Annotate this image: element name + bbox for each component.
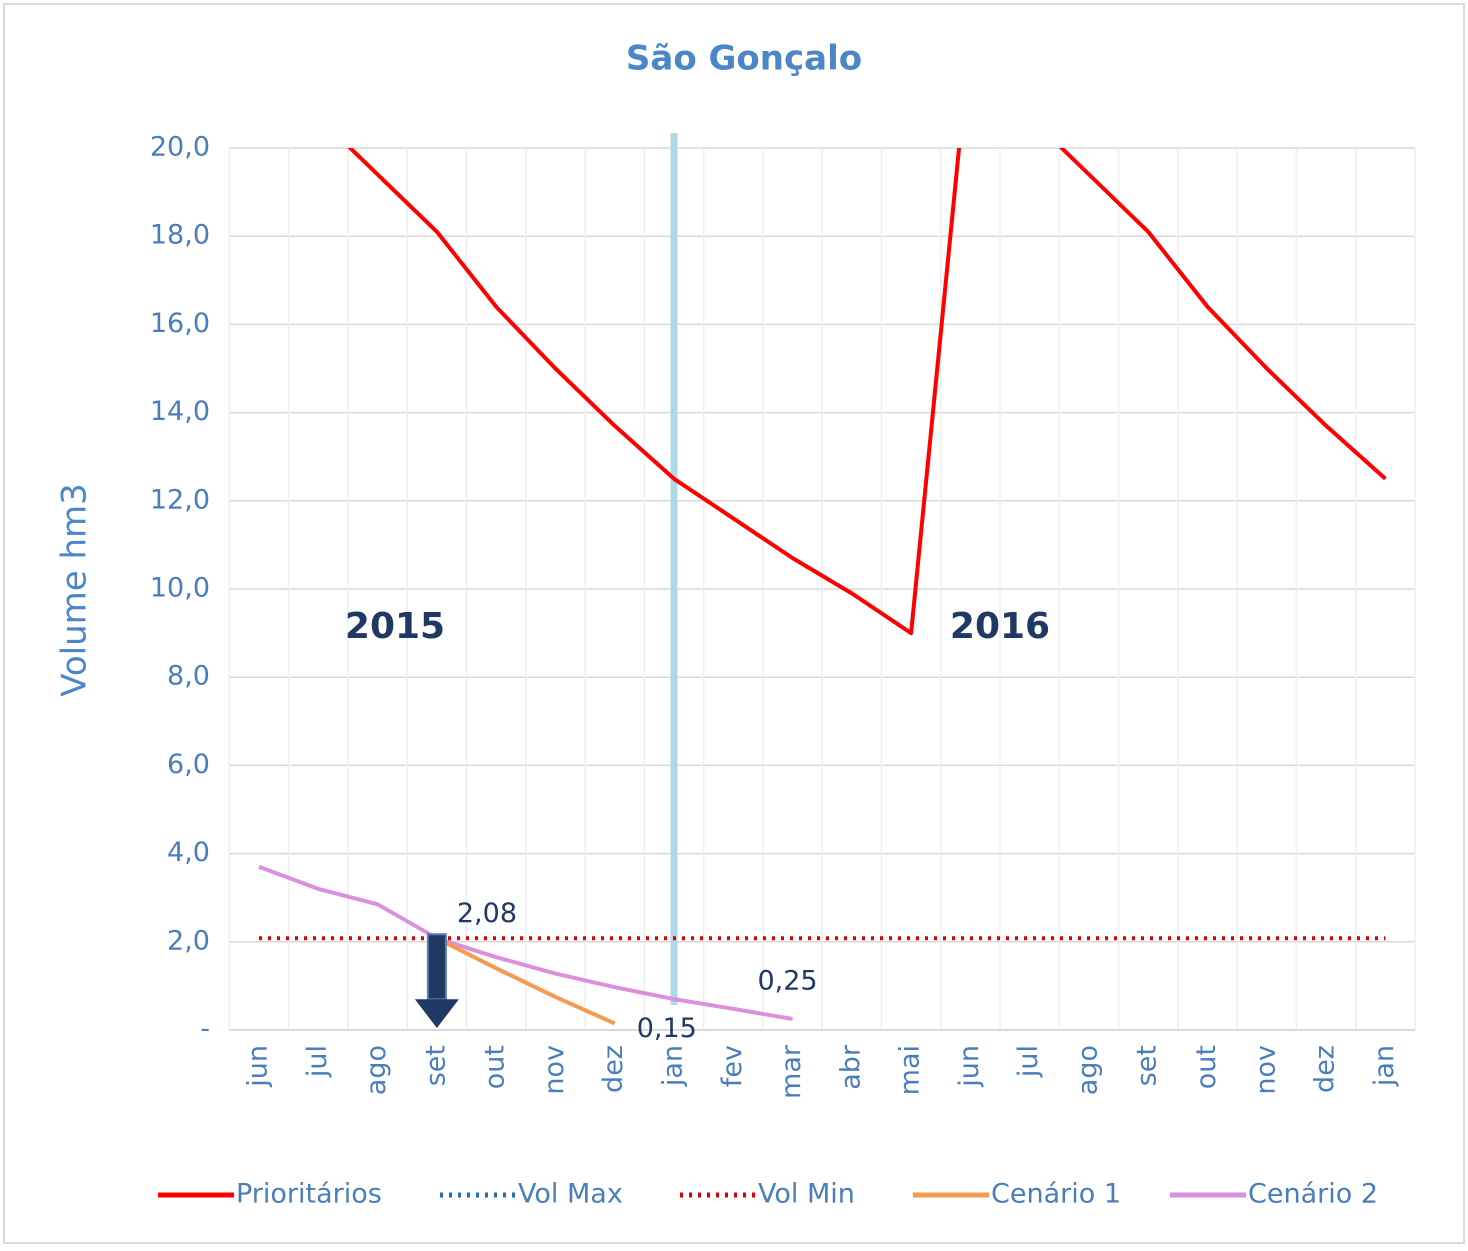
series-line [347,148,1387,636]
arrow-head [414,999,459,1028]
x-tick-label: jun [954,1045,985,1088]
series-line [435,936,616,1026]
legend-label: Vol Min [758,1179,855,1210]
x-tick-label: ago [361,1045,392,1095]
x-tick-label: jun [243,1045,274,1088]
x-tick-label: nov [539,1045,570,1095]
x-tick-label: set [1132,1045,1163,1086]
y-tick-label: 16,0 [150,308,210,339]
x-tick-label: mai [895,1045,926,1095]
y-tick-label: 12,0 [150,484,210,515]
y-tick-label: 20,0 [150,132,210,163]
year-annotation: 2016 [950,606,1050,647]
year-annotation: 2015 [345,606,445,647]
x-tick-label: jan [658,1045,689,1087]
legend-label: Vol Max [518,1179,623,1210]
y-axis-label: Volume hm3 [55,483,95,697]
arrow-shaft [426,933,447,1001]
y-tick-label: 14,0 [150,396,210,427]
legend-label: Prioritários [236,1179,382,1210]
y-tick-label: 2,0 [167,925,210,956]
plot-area [258,148,1387,1026]
x-tick-label: nov [1250,1045,1281,1095]
x-tick-label: mar [776,1044,807,1099]
data-label: 0,25 [757,965,817,996]
series-line [258,864,793,1021]
y-tick-label: 10,0 [150,573,210,604]
x-tick-label: out [1191,1045,1222,1089]
x-tick-label: jul [1013,1045,1044,1078]
x-tick-label: set [420,1045,451,1086]
y-tick-label: - [200,1014,210,1045]
chart-title: São Gonçalo [626,39,862,79]
x-tick-label: abr [835,1044,866,1090]
data-label: 2,08 [457,898,517,929]
y-tick-label: 8,0 [167,661,210,692]
x-tick-label: dez [598,1045,629,1093]
y-tick-label: 4,0 [167,837,210,868]
x-tick-label: jan [1369,1045,1400,1087]
x-tick-label: jul [302,1045,333,1078]
chart-border [3,3,1465,1244]
legend-label: Cenário 1 [991,1179,1121,1210]
x-tick-label: fev [717,1045,748,1087]
data-label: 0,15 [637,1013,697,1044]
y-tick-label: 18,0 [150,220,210,251]
x-tick-label: ago [1072,1045,1103,1095]
y-tick-label: 6,0 [167,749,210,780]
legend-label: Cenário 2 [1248,1179,1378,1210]
x-tick-label: dez [1310,1045,1341,1093]
x-tick-label: out [480,1045,511,1089]
